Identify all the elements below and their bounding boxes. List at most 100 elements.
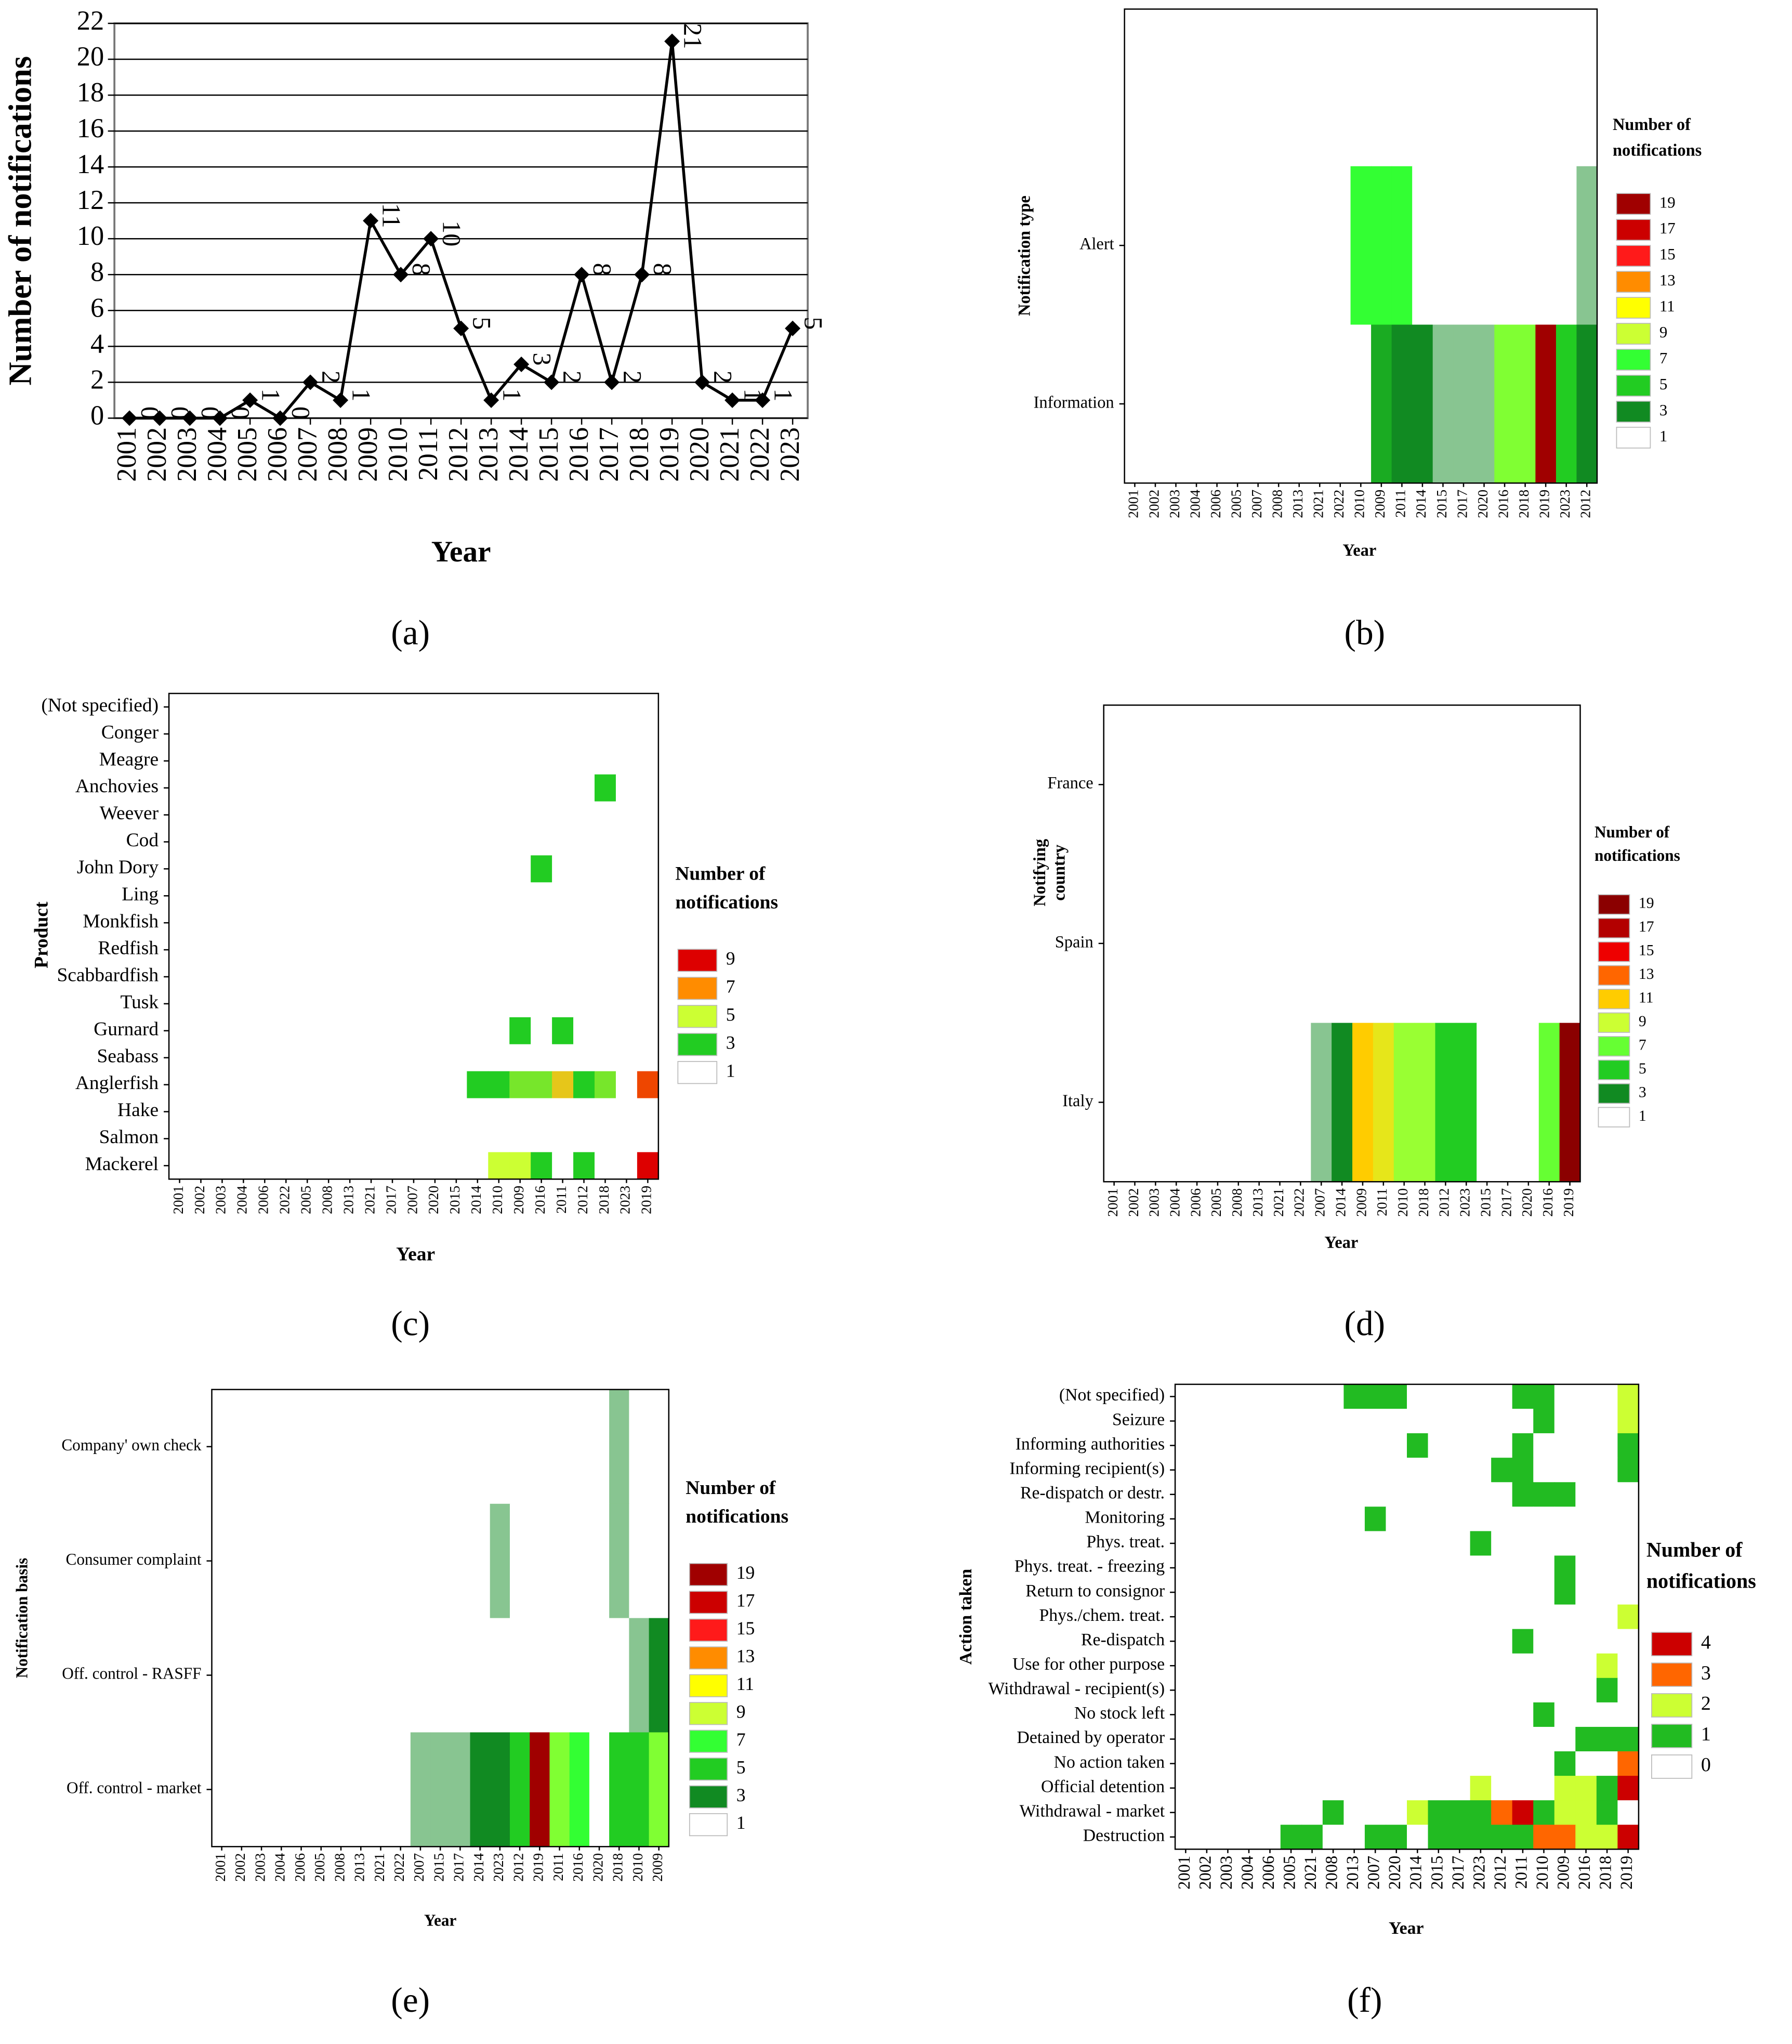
- y-tick-label: Meagre: [99, 749, 159, 770]
- heat-cell: [445, 801, 468, 829]
- heat-cell: [1514, 166, 1536, 325]
- heat-cell: [1364, 1604, 1387, 1630]
- x-tick-label: 2005: [1208, 1188, 1224, 1217]
- heat-cell: [1196, 1653, 1218, 1679]
- heat-cell: [1217, 1776, 1239, 1801]
- heat-cell: [1470, 1384, 1492, 1409]
- heat-cell: [1238, 1653, 1260, 1679]
- heat-cell: [232, 909, 255, 937]
- y-tick-label: Mackerel: [85, 1154, 159, 1175]
- legend-swatch: [1651, 1724, 1693, 1748]
- heat-cell: [1259, 1751, 1281, 1776]
- heat-cell: [1512, 1702, 1534, 1727]
- heat-cell: [1259, 1629, 1281, 1654]
- y-tick-label: Phys. treat.: [1086, 1532, 1165, 1552]
- marker: [664, 33, 680, 49]
- heat-cell: [1449, 1482, 1471, 1508]
- heat-cell: [1596, 1409, 1618, 1434]
- heat-cell: [211, 1125, 233, 1153]
- x-tick-label: 2019: [1561, 1188, 1576, 1217]
- heat-cell: [573, 1125, 595, 1153]
- x-tick-label: 2019: [531, 1853, 546, 1882]
- heat-cell: [1175, 1678, 1197, 1703]
- heat-cell: [531, 1017, 552, 1045]
- heat-cell: [1196, 1531, 1218, 1556]
- heat-cell: [232, 1125, 255, 1153]
- heat-cell: [410, 1503, 431, 1619]
- heat-cell: [490, 1389, 510, 1504]
- heat-cell: [424, 963, 446, 991]
- x-tick-label: 2016: [1495, 490, 1511, 518]
- heat-cell: [509, 963, 531, 991]
- x-tick-label: 2009: [650, 1853, 665, 1882]
- heat-cell: [1575, 1678, 1597, 1703]
- heat-cell: [1364, 1531, 1387, 1556]
- panel-label: (c): [391, 1304, 430, 1343]
- legend-title: notifications: [1595, 846, 1680, 864]
- heat-cell: [1470, 1653, 1492, 1679]
- legend-label: 3: [726, 1032, 735, 1053]
- heat-cell: [1617, 1531, 1639, 1556]
- heat-cell: [275, 882, 297, 910]
- heat-cell: [1428, 1384, 1450, 1409]
- heat-cell: [232, 720, 255, 748]
- marker: [363, 213, 379, 229]
- heat-cell: [254, 1152, 276, 1180]
- heat-cell: [1238, 1433, 1260, 1458]
- heat-cell: [1533, 1629, 1555, 1654]
- legend-label: 3: [1639, 1084, 1646, 1100]
- heat-cell: [549, 1618, 570, 1733]
- heat-cell: [190, 1098, 212, 1126]
- heat-cell: [1414, 705, 1436, 864]
- x-tick-label: 2021: [1311, 490, 1326, 518]
- x-tick-label: 2006: [1259, 1856, 1278, 1890]
- x-tick-label: 2003: [252, 1853, 268, 1882]
- y-tick-label: 16: [77, 113, 104, 143]
- heat-cell: [211, 963, 233, 991]
- x-tick-label: 2012: [1578, 490, 1593, 518]
- heat-cell: [410, 1618, 431, 1733]
- heat-cell: [445, 747, 468, 775]
- x-tick-label: 2023: [775, 427, 805, 482]
- heat-cell: [509, 774, 531, 802]
- legend-swatch: [689, 1758, 728, 1781]
- heat-cell: [1187, 1023, 1208, 1183]
- legend-label: 3: [1701, 1662, 1711, 1684]
- heat-cell: [1533, 1604, 1555, 1630]
- heat-cell: [531, 1152, 552, 1180]
- heat-cell: [445, 1044, 468, 1072]
- heat-cell: [403, 1044, 425, 1072]
- heat-cell: [1259, 1409, 1281, 1434]
- heat-cell: [1407, 1458, 1429, 1483]
- heat-cell: [1470, 1678, 1492, 1703]
- heat-cell: [549, 1503, 570, 1619]
- heat-cell: [1217, 1629, 1239, 1654]
- y-tick-label: 22: [77, 6, 104, 36]
- heat-cell: [1512, 1531, 1534, 1556]
- heat-cell: [589, 1618, 610, 1733]
- heat-cell: [231, 1732, 252, 1848]
- heat-cell: [569, 1503, 590, 1619]
- heat-cell: [1428, 1702, 1450, 1727]
- legend-swatch: [1616, 323, 1651, 345]
- legend-title: Number of: [1595, 823, 1670, 841]
- y-tick-label: Scabbardfish: [57, 965, 159, 986]
- heat-cell: [1491, 1506, 1513, 1532]
- heat-cell: [467, 774, 489, 802]
- heat-cell: [509, 909, 531, 937]
- heat-cell: [254, 801, 276, 829]
- heat-cell: [1217, 1555, 1239, 1581]
- heat-cell: [1322, 1825, 1345, 1850]
- heat-cell: [1617, 1653, 1639, 1679]
- legend-label: 1: [726, 1060, 735, 1081]
- y-axis-label: country: [1050, 845, 1069, 901]
- heat-cell: [232, 774, 255, 802]
- heat-cell: [1533, 1531, 1555, 1556]
- x-tick-label: 2006: [1188, 1188, 1203, 1217]
- y-tick-label: 4: [90, 329, 104, 359]
- heat-cell: [1145, 324, 1166, 484]
- heat-cell: [1301, 1458, 1323, 1483]
- heat-cell: [1407, 1580, 1429, 1605]
- heat-cell: [381, 720, 404, 748]
